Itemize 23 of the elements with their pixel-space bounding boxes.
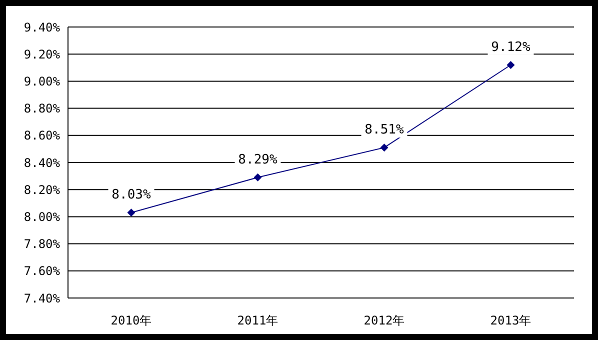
y-tick-label: 9.00% — [24, 74, 61, 88]
data-label: 8.03% — [112, 188, 151, 203]
point — [254, 173, 262, 182]
data-label: 8.29% — [238, 152, 278, 168]
y-tick-label: 8.20% — [24, 182, 61, 197]
point — [380, 144, 388, 152]
point — [127, 208, 136, 217]
y-tick-label: 9.20% — [24, 47, 61, 62]
y-tick-label: 8.00% — [24, 210, 61, 224]
x-tick-label: 2013年 — [490, 314, 532, 328]
x-tick-label: 2011年 — [237, 314, 278, 328]
y-tick-label: 9.40% — [24, 20, 61, 34]
x-tick-label: 2012年 — [364, 314, 405, 328]
y-tick-label: 8.80% — [24, 102, 61, 116]
data-label: 9.12% — [491, 40, 530, 55]
data-label: 8.51% — [364, 122, 404, 138]
y-tick-label: 7.80% — [24, 237, 61, 252]
y-tick-label: 7.60% — [24, 264, 61, 278]
y-tick-label: 8.40% — [24, 156, 61, 170]
point — [506, 60, 515, 69]
x-tick-label: 2010年 — [110, 314, 152, 328]
y-tick-label: 7.40% — [24, 291, 61, 306]
y-tick-label: 8.60% — [24, 128, 61, 143]
